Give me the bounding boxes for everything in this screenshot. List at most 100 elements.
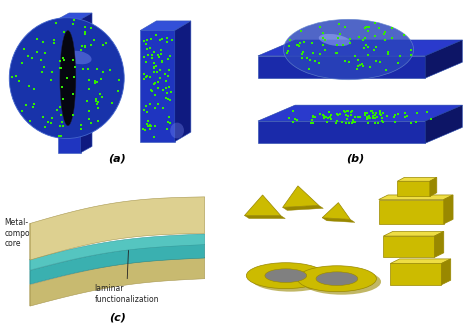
Polygon shape — [425, 40, 462, 78]
Polygon shape — [441, 259, 451, 285]
Point — [99, 95, 106, 100]
Polygon shape — [258, 40, 462, 56]
Polygon shape — [425, 105, 462, 143]
Point — [365, 116, 373, 121]
Point — [341, 109, 349, 115]
Point — [29, 104, 37, 109]
Point — [351, 53, 359, 59]
Point — [354, 114, 362, 119]
Point — [143, 47, 151, 52]
Point — [364, 45, 372, 50]
Ellipse shape — [265, 269, 307, 282]
Point — [146, 127, 154, 132]
Point — [60, 29, 67, 35]
Point — [18, 109, 25, 114]
Point — [321, 47, 328, 53]
Point — [142, 103, 149, 108]
Point — [157, 47, 164, 52]
Point — [319, 35, 327, 40]
Point — [166, 120, 173, 126]
Point — [403, 113, 410, 118]
Point — [374, 114, 381, 119]
Point — [367, 109, 375, 114]
Point — [40, 65, 48, 70]
Polygon shape — [430, 177, 437, 197]
Point — [39, 115, 46, 120]
Point — [310, 121, 317, 126]
Point — [114, 88, 121, 94]
Point — [307, 120, 314, 125]
Point — [164, 119, 172, 124]
Point — [391, 113, 399, 118]
Point — [343, 108, 351, 114]
Point — [164, 73, 172, 78]
Point — [381, 30, 388, 35]
Point — [140, 38, 148, 43]
Point — [41, 124, 49, 130]
Point — [361, 112, 369, 118]
Point — [98, 76, 105, 81]
Ellipse shape — [170, 122, 184, 138]
Point — [156, 38, 164, 43]
Point — [371, 21, 379, 26]
Point — [371, 48, 378, 53]
Point — [365, 52, 372, 57]
Point — [47, 77, 55, 83]
Point — [366, 116, 374, 121]
Point — [308, 40, 316, 46]
Point — [310, 115, 318, 120]
Point — [143, 121, 151, 127]
Point — [344, 109, 352, 114]
Point — [348, 108, 356, 114]
Point — [286, 37, 294, 42]
Point — [378, 118, 386, 124]
Point — [50, 40, 57, 45]
Point — [56, 58, 64, 64]
Polygon shape — [397, 181, 430, 197]
Point — [144, 123, 152, 128]
Point — [59, 96, 67, 102]
Polygon shape — [258, 121, 425, 143]
Point — [317, 111, 324, 117]
Point — [347, 110, 355, 115]
Point — [150, 66, 157, 71]
Point — [401, 32, 408, 38]
Point — [158, 59, 166, 64]
Polygon shape — [383, 236, 435, 258]
Point — [168, 38, 176, 43]
Point — [378, 113, 385, 118]
Point — [147, 123, 155, 129]
Point — [306, 57, 313, 62]
Point — [377, 59, 384, 65]
Polygon shape — [379, 195, 453, 200]
Point — [165, 115, 173, 120]
Point — [376, 109, 384, 114]
Ellipse shape — [9, 18, 124, 138]
Point — [407, 120, 415, 125]
Point — [396, 53, 404, 59]
Point — [333, 118, 341, 123]
Point — [319, 30, 327, 35]
Point — [384, 52, 392, 57]
Point — [379, 119, 387, 124]
Point — [378, 115, 386, 120]
Ellipse shape — [60, 30, 76, 126]
Point — [158, 59, 165, 65]
Point — [283, 51, 291, 56]
Point — [364, 29, 372, 34]
Point — [157, 52, 164, 57]
Point — [94, 79, 101, 85]
Point — [285, 44, 293, 49]
Point — [143, 38, 150, 43]
Point — [148, 56, 156, 61]
Point — [356, 62, 364, 68]
Point — [305, 67, 313, 72]
Point — [79, 67, 86, 72]
Point — [336, 21, 343, 26]
Point — [59, 55, 66, 60]
Point — [162, 78, 170, 83]
Point — [317, 52, 324, 57]
Point — [29, 56, 36, 61]
Point — [85, 86, 92, 92]
Point — [167, 89, 175, 95]
